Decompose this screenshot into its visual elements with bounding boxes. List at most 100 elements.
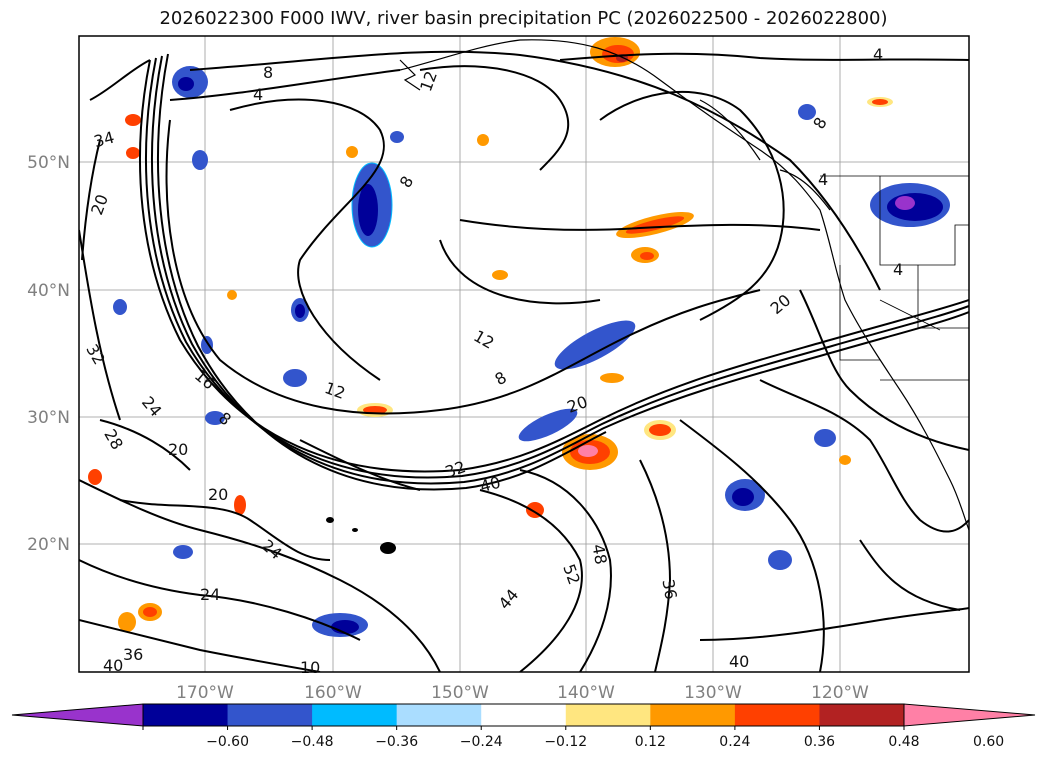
positive-anomaly-blob bbox=[138, 603, 162, 621]
border-line bbox=[879, 299, 941, 331]
colorbar-segment bbox=[734, 704, 820, 726]
lon-label: 130°W bbox=[684, 683, 742, 703]
contour-line bbox=[479, 489, 583, 672]
negative-anomaly-blob bbox=[725, 479, 765, 511]
contour-line bbox=[559, 52, 969, 61]
negative-anomaly-blob bbox=[814, 429, 836, 447]
negative-anomaly-blob bbox=[554, 320, 636, 370]
lon-label: 120°W bbox=[811, 683, 869, 703]
contour-label: 40 bbox=[478, 473, 503, 497]
contour-line bbox=[679, 419, 825, 672]
contour-label: 34 bbox=[92, 128, 117, 152]
colorbar-tick-label: −0.60 bbox=[206, 734, 249, 750]
colorbar-tick-label: 0.48 bbox=[888, 734, 919, 750]
contour-label: 36 bbox=[123, 645, 143, 664]
negative-anomaly-blob bbox=[192, 150, 208, 170]
positive-anomaly-blob bbox=[644, 420, 676, 440]
lon-label: 150°W bbox=[431, 683, 489, 703]
positive-anomaly-blob bbox=[477, 134, 489, 146]
colorbar-tick-label: 0.12 bbox=[635, 734, 666, 750]
political-borders bbox=[820, 175, 969, 381]
colorbar-tick-label: −0.48 bbox=[291, 734, 334, 750]
colorbar-tick-label: 0.36 bbox=[804, 734, 835, 750]
contour-label: 4 bbox=[253, 85, 263, 104]
positive-anomaly-blob bbox=[346, 146, 358, 158]
colorbar-segment bbox=[650, 704, 736, 726]
negative-anomaly-blob bbox=[768, 550, 792, 570]
colorbar-tick-label: −0.24 bbox=[460, 734, 503, 750]
contour-line bbox=[169, 69, 401, 101]
alaska-coast bbox=[399, 39, 969, 531]
colorbar-segment bbox=[565, 704, 651, 726]
coast-detail bbox=[699, 99, 761, 161]
contour-line bbox=[81, 139, 101, 261]
contour-line bbox=[99, 419, 191, 471]
positive-anomaly-blob bbox=[88, 469, 102, 485]
contour-line bbox=[599, 90, 785, 321]
colorbar-segment bbox=[396, 704, 482, 726]
lat-label: 50°N bbox=[27, 153, 70, 173]
colorbar-segment bbox=[481, 704, 567, 726]
colorbar-segment bbox=[143, 704, 229, 726]
map-area bbox=[79, 36, 969, 672]
contour-label: 24 bbox=[200, 585, 220, 604]
contour-label: 40 bbox=[729, 652, 749, 671]
negative-anomaly-blob bbox=[518, 408, 578, 442]
lat-label: 40°N bbox=[27, 281, 70, 301]
negative-anomaly-blob bbox=[205, 411, 225, 425]
positive-anomaly-blob bbox=[839, 455, 851, 465]
contour-line bbox=[189, 50, 881, 291]
negative-anomaly-blob bbox=[390, 131, 404, 143]
positive-anomaly-blob bbox=[616, 211, 694, 239]
colorbar-extend-low bbox=[11, 703, 144, 727]
border-line bbox=[839, 265, 880, 361]
contour-line bbox=[639, 459, 672, 672]
contour-label: 40 bbox=[103, 656, 123, 675]
positive-anomaly-blob bbox=[357, 403, 393, 417]
contour-label: 4 bbox=[818, 170, 828, 189]
positive-anomaly-blob bbox=[867, 97, 893, 107]
colorbar-tick-label: 0.24 bbox=[719, 734, 750, 750]
negative-anomaly-blob bbox=[291, 298, 309, 322]
positive-anomaly-blob bbox=[227, 290, 237, 300]
positive-anomaly-blob bbox=[126, 147, 140, 159]
contour-line bbox=[157, 53, 607, 491]
contour-line bbox=[859, 539, 961, 611]
negative-anomaly-blob bbox=[870, 183, 950, 227]
iwv-contours bbox=[79, 50, 969, 672]
colorbar-tick-label: 0.60 bbox=[973, 734, 1004, 750]
precip-anomaly-shading bbox=[88, 37, 950, 637]
contour-label: 4 bbox=[873, 45, 883, 64]
contour-line bbox=[145, 57, 969, 479]
negative-anomaly-blob bbox=[113, 299, 127, 315]
positive-anomaly-blob bbox=[234, 495, 246, 515]
contour-label: 36 bbox=[658, 578, 680, 601]
lon-label: 170°W bbox=[176, 683, 234, 703]
plot-title: 2026022300 F000 IWV, river basin precipi… bbox=[159, 8, 888, 29]
positive-anomaly-blob bbox=[118, 612, 136, 632]
negative-anomaly-blob bbox=[312, 613, 368, 637]
border-line bbox=[917, 265, 969, 329]
contour-line bbox=[759, 379, 969, 533]
negative-anomaly-blob bbox=[798, 104, 816, 120]
contour-line bbox=[79, 619, 321, 672]
colorbar-segment bbox=[819, 704, 905, 726]
contour-line bbox=[119, 499, 331, 561]
contour-label: 10 bbox=[300, 658, 320, 677]
lon-tick-labels: 170°W 160°W 150°W 140°W 130°W 120°W bbox=[176, 683, 869, 703]
lon-label: 140°W bbox=[557, 683, 615, 703]
colorbar-tick-label: −0.12 bbox=[544, 734, 587, 750]
contour-line bbox=[139, 59, 969, 473]
lat-tick-labels: 50°N 40°N 30°N 20°N bbox=[27, 153, 70, 555]
positive-anomaly-blob bbox=[125, 114, 141, 126]
contour-label: 8 bbox=[263, 63, 273, 82]
coastline bbox=[399, 39, 969, 531]
contour-line bbox=[79, 479, 441, 672]
border-line bbox=[879, 176, 969, 266]
contour-line bbox=[229, 98, 385, 381]
contour-label: 20 bbox=[168, 440, 188, 459]
positive-anomaly-blob bbox=[492, 270, 508, 280]
contour-line bbox=[299, 439, 421, 491]
colorbar-tick-label: −0.36 bbox=[375, 734, 418, 750]
